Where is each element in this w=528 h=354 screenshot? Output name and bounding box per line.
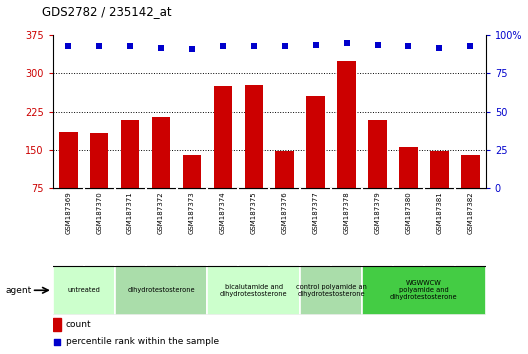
Point xyxy=(126,43,134,49)
Point xyxy=(435,45,444,50)
Bar xyxy=(208,266,300,315)
Text: GSM187373: GSM187373 xyxy=(189,192,195,234)
Text: bicalutamide and
dihydrotestosterone: bicalutamide and dihydrotestosterone xyxy=(220,284,288,297)
Text: dihydrotestosterone: dihydrotestosterone xyxy=(127,287,195,293)
Point xyxy=(342,40,351,46)
Text: GSM187377: GSM187377 xyxy=(313,192,319,234)
Text: GDS2782 / 235142_at: GDS2782 / 235142_at xyxy=(42,5,172,18)
Bar xyxy=(115,266,208,315)
Bar xyxy=(337,61,356,188)
Bar xyxy=(362,266,486,315)
Bar xyxy=(183,155,201,188)
Bar xyxy=(152,116,171,188)
Text: agent: agent xyxy=(5,286,32,295)
Point xyxy=(404,43,413,49)
Bar xyxy=(300,266,362,315)
Bar xyxy=(461,155,479,188)
Point xyxy=(250,43,258,49)
Point xyxy=(53,339,61,344)
Bar xyxy=(53,266,115,315)
Text: GSM187376: GSM187376 xyxy=(282,192,288,234)
Text: count: count xyxy=(66,320,91,329)
Text: GSM187375: GSM187375 xyxy=(251,192,257,234)
Text: GSM187372: GSM187372 xyxy=(158,192,164,234)
Point xyxy=(373,42,382,47)
Text: untreated: untreated xyxy=(67,287,100,293)
Bar xyxy=(399,147,418,188)
Bar xyxy=(59,132,78,188)
Text: control polyamide an
dihydrotestosterone: control polyamide an dihydrotestosterone xyxy=(296,284,366,297)
Point xyxy=(312,42,320,47)
Bar xyxy=(430,150,449,188)
Bar xyxy=(306,96,325,188)
Text: percentile rank within the sample: percentile rank within the sample xyxy=(66,337,219,346)
Text: GSM187370: GSM187370 xyxy=(96,192,102,234)
Point xyxy=(188,46,196,52)
Bar xyxy=(53,318,61,331)
Text: GSM187380: GSM187380 xyxy=(406,192,411,234)
Text: GSM187382: GSM187382 xyxy=(467,192,473,234)
Text: GSM187378: GSM187378 xyxy=(344,192,350,234)
Point xyxy=(95,43,103,49)
Text: GSM187379: GSM187379 xyxy=(374,192,381,234)
Bar xyxy=(90,133,108,188)
Bar xyxy=(368,120,387,188)
Point xyxy=(280,43,289,49)
Text: GSM187374: GSM187374 xyxy=(220,192,226,234)
Bar xyxy=(214,86,232,188)
Text: GSM187371: GSM187371 xyxy=(127,192,133,234)
Point xyxy=(219,43,227,49)
Point xyxy=(64,43,72,49)
Text: GSM187381: GSM187381 xyxy=(436,192,442,234)
Text: WGWWCW
polyamide and
dihydrotestosterone: WGWWCW polyamide and dihydrotestosterone xyxy=(390,280,458,300)
Bar xyxy=(121,120,139,188)
Bar xyxy=(276,150,294,188)
Point xyxy=(466,43,475,49)
Point xyxy=(157,45,165,50)
Text: GSM187369: GSM187369 xyxy=(65,192,71,234)
Bar xyxy=(244,85,263,188)
